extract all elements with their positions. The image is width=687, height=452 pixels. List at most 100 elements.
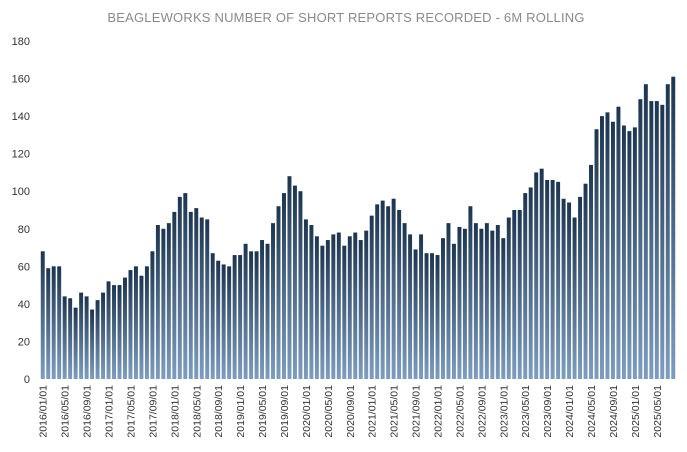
bar (128, 270, 133, 379)
x-tick-label: 2019/09/01 (279, 385, 291, 438)
x-tick-label: 2020/05/01 (323, 385, 335, 438)
bar (123, 277, 127, 379)
bar (517, 210, 522, 379)
x-tick-label: 2023/01/01 (498, 385, 510, 438)
bar (451, 243, 456, 379)
x-tick-label: 2018/05/01 (191, 385, 203, 438)
bar (605, 112, 610, 380)
y-tick-label: 140 (12, 111, 30, 123)
bar (654, 101, 659, 379)
bar (495, 225, 500, 379)
y-tick-label: 100 (12, 186, 30, 198)
bar (210, 253, 215, 379)
bar (117, 285, 122, 379)
bar (506, 217, 511, 379)
x-tick-label: 2025/05/01 (652, 385, 664, 438)
bar (583, 183, 588, 379)
bar (166, 223, 171, 379)
x-tick-label: 2017/09/01 (147, 385, 159, 438)
x-tick-label: 2020/09/01 (345, 385, 357, 438)
bar (430, 253, 434, 379)
bar (183, 193, 188, 379)
bar (358, 240, 363, 379)
bar (391, 198, 396, 379)
bar (610, 121, 615, 380)
x-tick-label: 2024/09/01 (608, 385, 620, 438)
bars (40, 76, 676, 380)
bar (375, 204, 380, 379)
bar (446, 223, 451, 379)
bar (616, 106, 621, 379)
bar (62, 296, 67, 379)
bar (567, 202, 572, 379)
y-tick-label: 160 (12, 74, 30, 86)
bar (380, 200, 385, 379)
bar (479, 228, 484, 379)
bar (462, 228, 467, 379)
bar (402, 223, 407, 379)
bar (347, 236, 352, 379)
bar (199, 217, 204, 379)
bar (227, 266, 232, 379)
bar (194, 208, 199, 379)
bar (621, 125, 626, 379)
bar (484, 223, 489, 379)
bar (671, 76, 676, 380)
bar (419, 234, 424, 379)
y-axis: 0 20 40 60 80 100 120 140 160 180 (12, 36, 30, 386)
bar (161, 228, 166, 379)
x-tick-label: 2017/01/01 (104, 385, 116, 438)
y-tick-label: 80 (18, 224, 30, 236)
bar (572, 217, 577, 379)
bar (260, 240, 265, 379)
bar (457, 226, 462, 379)
bar (468, 206, 473, 379)
bar (90, 309, 95, 379)
bar (221, 264, 226, 379)
bar (292, 185, 297, 379)
bar (265, 243, 270, 379)
bar (139, 275, 144, 379)
bar (408, 234, 413, 379)
bar (369, 215, 374, 379)
y-tick-label: 40 (18, 299, 30, 311)
bar (205, 219, 210, 379)
bar (386, 206, 391, 379)
bar (254, 251, 259, 379)
bar (528, 187, 533, 379)
x-tick-label: 2025/01/01 (630, 385, 642, 438)
bar (243, 243, 248, 379)
bar (177, 196, 182, 379)
x-tick-label: 2022/05/01 (454, 385, 466, 438)
bar (589, 164, 593, 379)
x-tick-label: 2017/05/01 (125, 385, 137, 438)
x-tick-label: 2023/09/01 (542, 385, 554, 438)
y-tick-label: 180 (12, 36, 30, 48)
bar (561, 198, 566, 379)
bar (172, 211, 177, 379)
y-tick-label: 20 (18, 336, 30, 348)
bar (473, 223, 478, 379)
bar (523, 193, 528, 379)
bar (232, 255, 237, 379)
x-tick-label: 2024/01/01 (564, 385, 576, 438)
bar (303, 219, 308, 379)
x-tick-label: 2022/09/01 (476, 385, 488, 438)
x-tick-label: 2021/09/01 (411, 385, 423, 438)
bar (594, 129, 599, 379)
y-tick-label: 60 (18, 261, 30, 273)
x-tick-label: 2016/09/01 (82, 385, 94, 438)
bar (40, 251, 45, 379)
x-tick-label: 2019/05/01 (257, 385, 269, 438)
x-tick-label: 2021/01/01 (367, 385, 379, 438)
bar (342, 245, 347, 379)
x-tick-label: 2018/09/01 (213, 385, 225, 438)
chart-title: BEAGLEWORKS NUMBER OF SHORT REPORTS RECO… (107, 10, 584, 25)
bar (501, 238, 506, 379)
x-tick-label: 2016/01/01 (38, 385, 50, 438)
bar (282, 193, 286, 379)
bar (556, 181, 561, 379)
bar (79, 292, 84, 379)
bar (144, 266, 149, 379)
